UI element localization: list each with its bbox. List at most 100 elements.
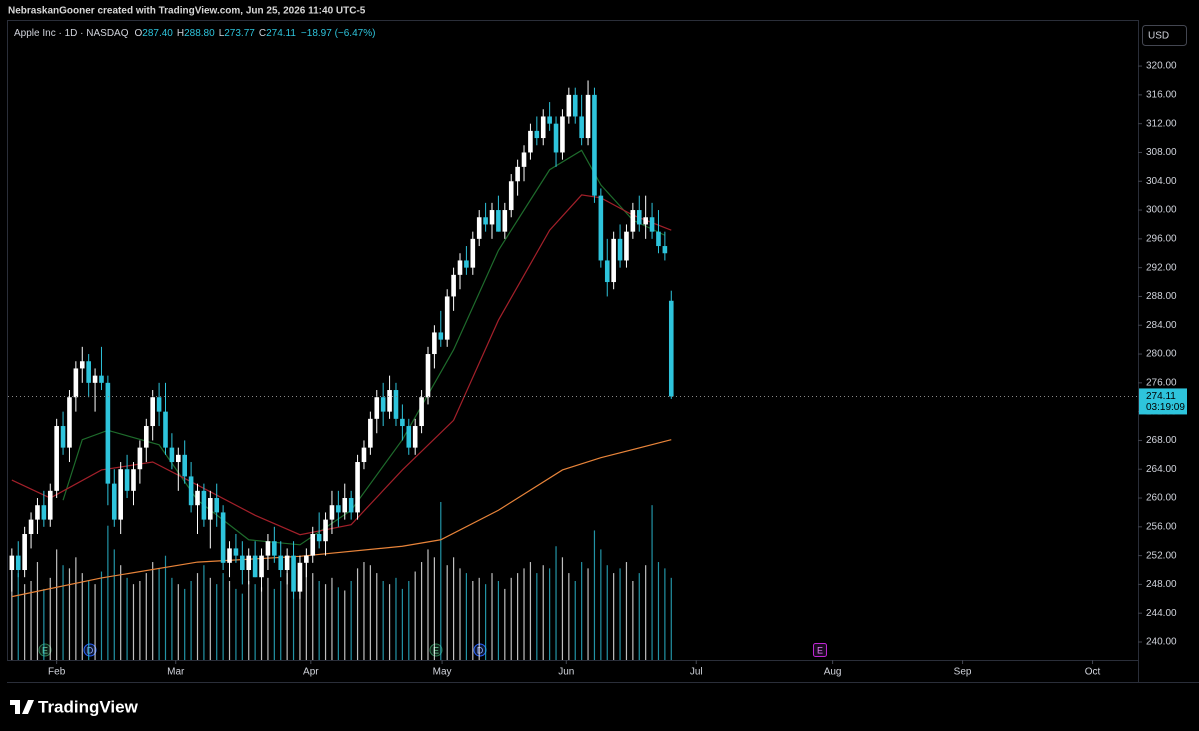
candle-body	[406, 426, 412, 448]
candle-body	[496, 210, 501, 232]
volume-bar	[625, 562, 628, 660]
volume-bar	[388, 584, 391, 660]
volume-bar	[561, 557, 564, 660]
volume-bar	[401, 588, 403, 660]
volume-bar	[593, 530, 596, 660]
candle-body	[201, 490, 207, 520]
events: E D E D E	[38, 643, 827, 657]
candle-body	[105, 382, 111, 484]
legend-text: H	[177, 28, 184, 39]
volume-bar	[100, 571, 103, 660]
volume-bar	[120, 565, 122, 660]
volume-bar	[638, 573, 640, 660]
event-marker[interactable]	[83, 643, 97, 657]
legend-text: C	[259, 28, 266, 39]
candle	[528, 123, 533, 160]
y-tick-label: 284.00	[1146, 320, 1177, 331]
x-tick-label: Aug	[824, 667, 842, 678]
volume-bar	[344, 590, 346, 660]
y-tick-label: 280.00	[1146, 349, 1177, 360]
candle-body	[649, 217, 655, 232]
candle	[278, 541, 284, 578]
volume-bar	[132, 584, 135, 660]
candle	[227, 541, 232, 578]
logo-mark	[10, 700, 34, 714]
volume-bar	[43, 588, 45, 660]
candle-body	[111, 483, 117, 520]
volume-bar	[292, 565, 295, 660]
candle-body	[502, 210, 508, 232]
volume-bar	[363, 562, 365, 660]
volume-bars	[11, 502, 672, 660]
candle-body	[118, 469, 123, 520]
candle	[464, 246, 469, 275]
volume-bar	[632, 581, 634, 660]
x-tick-label: Jul	[690, 667, 703, 678]
candle-body	[131, 469, 136, 491]
candle	[419, 390, 424, 434]
volume-bar	[529, 562, 532, 660]
legend-text: O	[134, 28, 142, 39]
volume-bar	[196, 573, 199, 660]
candle	[624, 224, 629, 268]
candle-body	[99, 375, 104, 383]
candle-body	[425, 354, 431, 398]
y-tick-label: 292.00	[1146, 262, 1177, 273]
candle	[246, 548, 252, 585]
candle-body	[259, 555, 264, 578]
legend-text: 273.77	[224, 28, 255, 39]
volume-bar	[651, 505, 653, 660]
y-tick-label: 248.00	[1146, 579, 1177, 590]
volume-bar	[30, 581, 32, 660]
event-marker[interactable]	[429, 643, 443, 657]
y-tick-label: 308.00	[1146, 147, 1177, 158]
candle-body	[547, 116, 552, 124]
candle-body	[643, 217, 648, 225]
event-marker[interactable]	[38, 643, 52, 657]
candle	[86, 354, 91, 398]
volume-bar	[299, 568, 301, 660]
volume-bar	[587, 568, 589, 660]
volume-bar	[581, 562, 583, 660]
volume-bar	[446, 565, 448, 660]
volume-bar	[549, 568, 551, 660]
volume-bar	[273, 588, 275, 660]
volume-bar	[452, 557, 455, 660]
logo: TradingView	[10, 697, 139, 716]
candle-body	[611, 238, 616, 283]
volume-bar	[62, 565, 64, 660]
volume-bar	[184, 588, 186, 660]
candle	[400, 404, 405, 441]
candle	[342, 483, 348, 520]
candle	[412, 418, 418, 455]
candle-body	[15, 555, 21, 571]
volume-bar	[670, 577, 672, 660]
candle	[374, 390, 380, 434]
volume-bar	[164, 555, 167, 660]
event-label: E	[817, 645, 823, 655]
currency[interactable]: USD	[1148, 31, 1169, 42]
candle-body	[604, 260, 610, 283]
candle	[195, 483, 200, 535]
currency-button[interactable]	[1142, 25, 1187, 46]
volume-bar	[645, 565, 647, 660]
candle-body	[143, 426, 149, 448]
candle-body	[278, 555, 284, 571]
candle-body	[304, 555, 309, 563]
candle	[585, 80, 591, 146]
volume-bar	[555, 546, 557, 660]
legend-text: 287.40	[142, 28, 173, 39]
candle-body	[566, 94, 572, 117]
candle	[598, 188, 604, 268]
volume-bar	[523, 568, 525, 660]
candle-body	[329, 505, 335, 520]
y-tick-label: 240.00	[1146, 637, 1177, 648]
volume-bar	[324, 584, 327, 660]
candle	[617, 224, 623, 268]
volume-bar	[536, 573, 538, 660]
event-marker[interactable]	[813, 643, 827, 657]
x-tick-label: Apr	[303, 667, 319, 678]
volume-bar	[280, 581, 282, 660]
candle	[457, 253, 463, 290]
candle-body	[528, 130, 533, 153]
